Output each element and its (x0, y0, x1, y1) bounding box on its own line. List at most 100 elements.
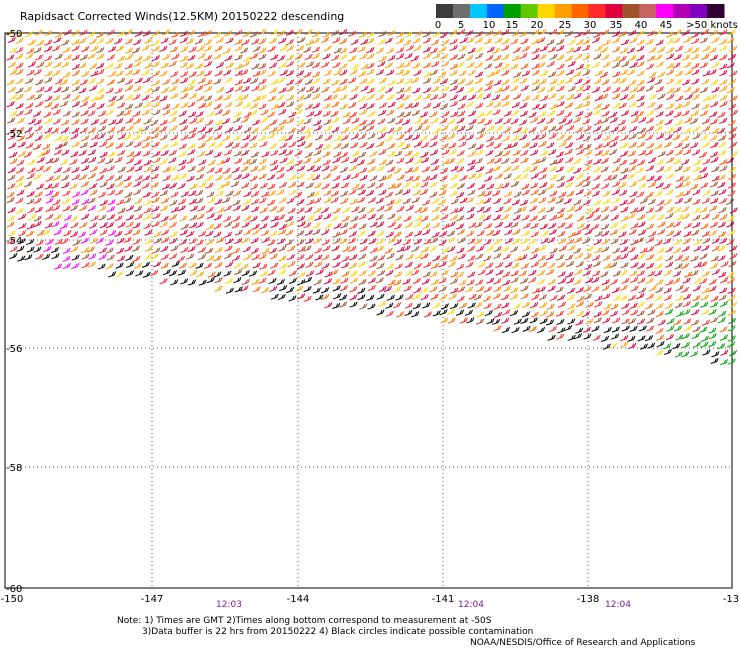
wind-barb (187, 165, 196, 172)
wind-barb (278, 255, 287, 262)
wind-barb (259, 270, 268, 277)
wind-barb (449, 94, 458, 101)
wind-barb (593, 238, 602, 246)
wind-barb (446, 308, 456, 316)
wind-barb (708, 333, 717, 340)
wind-barb (261, 229, 270, 237)
wind-barb (654, 103, 663, 110)
wind-barb (648, 93, 657, 100)
wind-barb (493, 325, 502, 332)
wind-barb (681, 245, 690, 252)
wind-barb (413, 262, 422, 270)
wind-barb (675, 149, 684, 156)
wind-barb (99, 229, 108, 236)
wind-barb (576, 215, 585, 222)
wind-barb (188, 238, 197, 245)
wind-barb (70, 133, 79, 140)
wind-barb (52, 118, 61, 125)
wind-barb (719, 165, 728, 172)
wind-barb (566, 238, 575, 245)
colorbar-swatch (690, 4, 708, 18)
wind-barb (225, 87, 234, 94)
wind-barb (285, 38, 294, 46)
wind-barb (270, 262, 279, 269)
wind-barb (600, 206, 610, 213)
wind-barb (648, 285, 657, 292)
wind-barb (340, 134, 349, 141)
wind-barb (396, 68, 405, 76)
wind-barb (710, 295, 719, 302)
wind-barb (125, 140, 134, 148)
wind-barb (441, 223, 450, 230)
wind-barb (529, 317, 538, 324)
wind-barb (216, 159, 225, 166)
wind-barb (250, 165, 259, 172)
wind-barb (573, 116, 582, 123)
wind-barb (240, 165, 249, 172)
wind-barb (547, 262, 556, 269)
wind-barb (493, 101, 502, 108)
wind-barb (412, 37, 421, 44)
wind-barb (152, 261, 162, 268)
wind-barb (393, 167, 402, 174)
wind-barb (142, 30, 151, 37)
wind-barb (54, 78, 63, 85)
wind-barb (114, 230, 123, 237)
wind-barb (296, 239, 305, 246)
wind-barb (44, 101, 53, 108)
wind-barb (178, 159, 187, 166)
wind-barb (654, 78, 663, 86)
wind-barb (234, 94, 243, 102)
wind-barb (565, 102, 574, 109)
wind-barb (108, 271, 117, 278)
wind-barb (657, 319, 666, 326)
wind-barb (105, 134, 114, 141)
wind-barb (288, 295, 297, 302)
wind-barb (297, 140, 306, 148)
wind-barb (620, 262, 629, 269)
wind-barb (501, 326, 511, 334)
wind-barb (189, 183, 198, 190)
wind-barb (350, 142, 359, 149)
wind-barb (36, 86, 45, 93)
wind-barb (241, 61, 250, 68)
wind-barb (465, 101, 474, 108)
wind-barb (611, 326, 620, 333)
wind-barb (493, 54, 502, 62)
wind-barb (548, 228, 557, 235)
wind-barb (7, 167, 16, 174)
wind-barb (493, 238, 502, 245)
wind-barb (44, 222, 53, 229)
wind-barb (675, 295, 684, 302)
wind-barb (420, 287, 429, 294)
wind-barb (549, 103, 558, 110)
wind-barb (71, 174, 81, 181)
wind-barb (457, 53, 466, 60)
wind-barb (71, 254, 80, 261)
wind-barb (7, 174, 16, 181)
wind-barb (42, 253, 51, 260)
wind-barb (475, 93, 484, 100)
wind-barb (567, 231, 576, 238)
wind-barb (450, 271, 459, 278)
wind-barb (134, 102, 144, 109)
wind-barb (15, 87, 24, 94)
wind-barb (267, 132, 276, 139)
time-label: 12:04 (458, 600, 484, 610)
wind-barb (231, 222, 240, 229)
wind-barb (665, 261, 674, 268)
wind-barb (620, 134, 629, 141)
wind-barb (419, 111, 429, 118)
wind-barb (718, 271, 727, 278)
wind-barb (513, 191, 522, 198)
wind-barb (666, 325, 675, 332)
wind-barb (630, 110, 639, 117)
wind-barb (556, 181, 566, 189)
wind-barb (546, 311, 555, 318)
wind-barb (693, 277, 702, 284)
wind-barb (349, 69, 358, 76)
wind-barb (619, 150, 629, 157)
wind-barb (89, 85, 98, 92)
wind-barb (232, 134, 241, 141)
wind-barb (278, 149, 287, 156)
